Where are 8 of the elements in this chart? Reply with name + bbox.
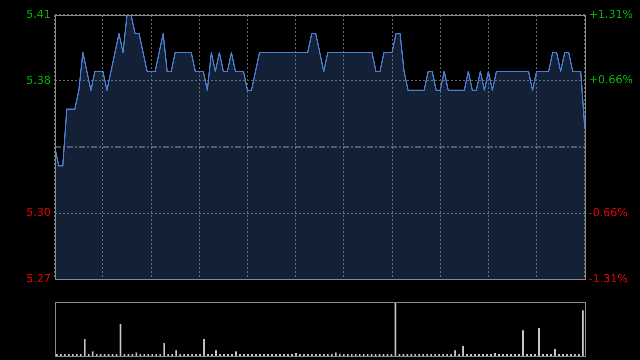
y2-tick-label: -1.31%: [589, 272, 628, 286]
y-tick-label: 5.41: [26, 8, 51, 21]
y-tick-label: 5.27: [26, 272, 51, 286]
y-tick-label: 5.30: [26, 206, 51, 220]
y2-tick-label: +0.66%: [589, 73, 634, 86]
y-tick-label: 5.38: [26, 74, 51, 87]
y2-tick-label: +1.31%: [589, 8, 634, 21]
y2-tick-label: -0.66%: [589, 206, 628, 220]
